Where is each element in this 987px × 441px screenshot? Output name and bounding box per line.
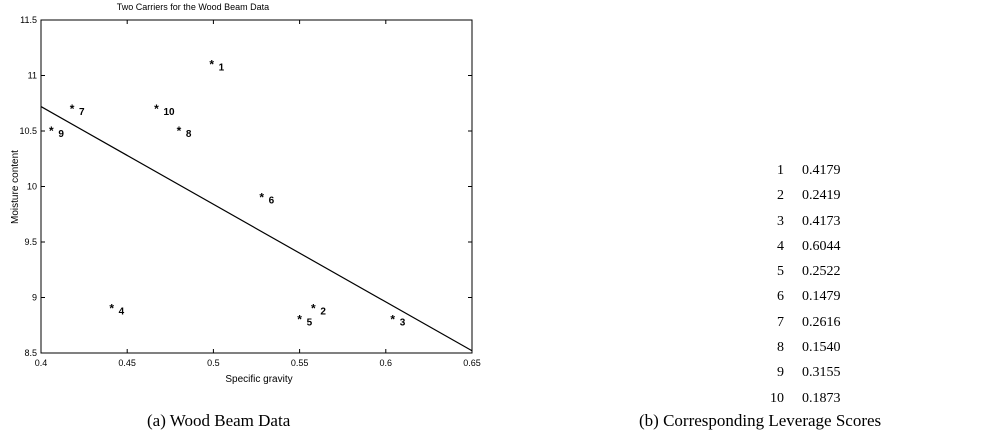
data-point-label: 9: [58, 129, 64, 140]
data-point-label: 8: [186, 129, 192, 140]
table-row: 3 0.4173: [766, 209, 841, 234]
observation-index: 10: [770, 390, 784, 406]
leverage-score: 0.4179: [802, 163, 841, 178]
chart-title: Two Carriers for the Wood Beam Data: [117, 2, 269, 12]
data-point-label: 3: [400, 318, 406, 329]
caption-wood-beam-data: (a) Wood Beam Data: [147, 411, 291, 430]
y-tick-label: 10.5: [19, 126, 37, 136]
data-point-label: 10: [164, 107, 176, 118]
observation-index: 4: [777, 238, 784, 254]
leverage-score: 0.2419: [802, 188, 841, 204]
leverage-score: 0.1479: [802, 289, 841, 305]
leverage-score: 0.1540: [802, 340, 841, 356]
data-point-label: 5: [307, 318, 313, 329]
table-row: 8 0.1540: [766, 335, 841, 360]
y-tick-label: 10: [27, 182, 37, 192]
table-row: 7 0.2616: [766, 310, 841, 335]
observation-index: 3: [777, 213, 784, 229]
data-point-marker: *: [311, 302, 316, 316]
leverage-score: 0.3155: [802, 365, 841, 381]
data-point-marker: *: [297, 313, 302, 327]
data-point-marker: *: [177, 124, 182, 138]
x-tick-label: 0.5: [207, 358, 220, 368]
y-tick-label: 9: [32, 293, 37, 303]
observation-index: 8: [777, 340, 784, 356]
y-tick-label: 8.5: [24, 348, 37, 358]
data-point-marker: *: [154, 102, 159, 116]
x-tick-label: 0.6: [380, 358, 393, 368]
data-point-label: 6: [269, 196, 275, 207]
leverage-score: 0.2522: [802, 264, 841, 280]
data-point-marker: *: [70, 102, 75, 116]
observation-index: 9: [777, 365, 784, 381]
observation-index: 6: [777, 289, 784, 305]
regression-line: [40, 106, 473, 352]
table-row: 6 0.1479: [766, 284, 841, 309]
caption-leverage-scores: (b) Corresponding Leverage Scores: [639, 411, 882, 430]
data-point-label: 4: [119, 307, 125, 318]
plot-area: 0.4 0.45 0.5 0.55 0.6 0.65 8.5 9 9.5 10 10.5 11 11.5…: [19, 15, 480, 368]
data-point-label: 2: [320, 307, 326, 318]
observation-index: 1: [777, 163, 784, 178]
y-tick-label: 11: [28, 71, 37, 81]
data-point-label: 1: [219, 62, 225, 73]
x-tick-label: 0.45: [118, 358, 136, 368]
y-tick-label: 11.5: [20, 15, 37, 25]
table-row: 9 0.3155: [766, 360, 841, 385]
table-row: 2 0.2419: [766, 183, 841, 208]
plot-frame: [40, 19, 473, 354]
x-axis-label: Specific gravity: [225, 374, 292, 385]
table-row: 10 0.1873: [766, 386, 841, 411]
leverage-score: 0.6044: [802, 238, 841, 254]
data-point-marker: *: [209, 57, 214, 71]
table-row: 5 0.2522: [766, 259, 841, 284]
data-point-marker: *: [390, 313, 395, 327]
leverage-score: 0.1873: [802, 390, 841, 406]
observation-index: 2: [777, 188, 784, 204]
data-point-label: 7: [79, 107, 85, 118]
data-point-marker: *: [109, 302, 114, 316]
data-point-marker: *: [259, 191, 264, 205]
leverage-score: 0.2616: [802, 314, 841, 330]
x-tick-label: 0.65: [463, 358, 481, 368]
x-tick-label: 0.4: [35, 358, 48, 368]
y-axis-label: Moisture content: [10, 150, 21, 224]
leverage-scores-table: 1 0.4179 2 0.2419 3 0.4173 4 0.6044 5 0.2522 6 0.14…: [766, 158, 841, 411]
table-row: 1 0.4179: [766, 158, 841, 183]
table-row: 4 0.6044: [766, 234, 841, 259]
observation-index: 5: [777, 264, 784, 280]
y-tick-label: 9.5: [24, 237, 37, 247]
observation-index: 7: [777, 314, 784, 330]
x-tick-label: 0.55: [291, 358, 309, 368]
data-point-marker: *: [49, 124, 54, 138]
leverage-score: 0.4173: [802, 213, 841, 229]
